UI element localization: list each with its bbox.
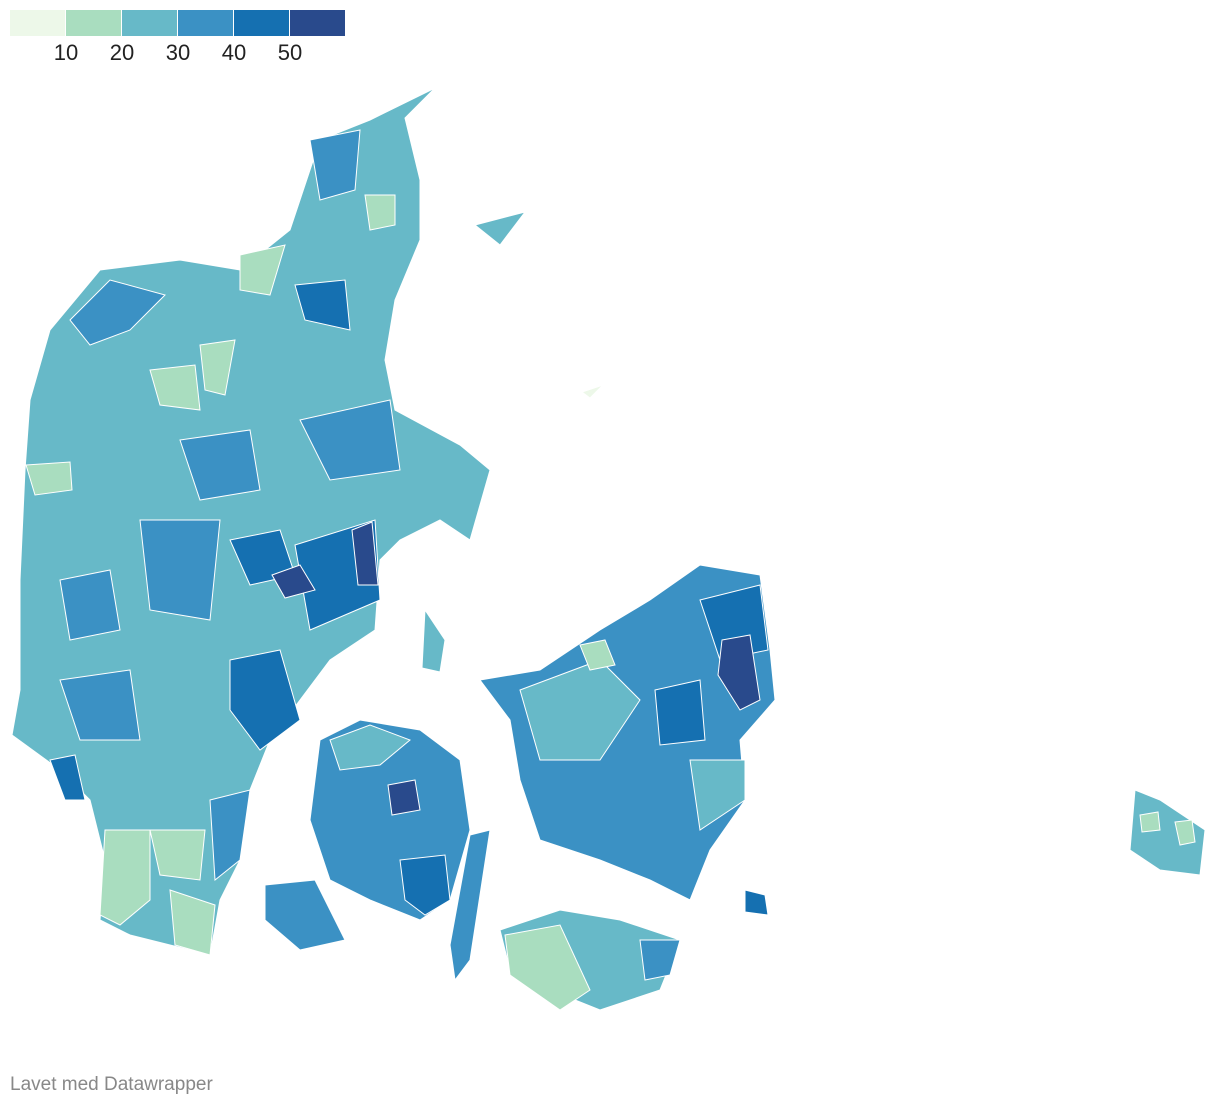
region [139,519,221,621]
region [239,244,286,296]
region [199,339,236,396]
bornholm [1129,789,1206,876]
region [299,399,401,481]
region [654,679,706,746]
anholt [580,384,604,399]
region [329,724,411,771]
region [99,829,151,926]
legend-tick-label: 30 [166,40,190,65]
region [364,194,396,231]
region [689,759,746,831]
region [579,639,616,671]
legend-tick-label: 10 [54,40,78,65]
region [149,829,206,881]
region [1174,819,1196,846]
region [271,564,316,599]
legend-swatch [66,10,121,36]
legend-swatch [234,10,289,36]
region [59,569,121,641]
legend-tick-label: 50 [278,40,302,65]
map-regions [11,87,1206,1011]
region [744,889,769,916]
legend-swatch [122,10,177,36]
region [639,939,681,981]
region [1139,811,1161,833]
legend: 10 20 30 40 50 [10,10,345,65]
legend-swatch [178,10,233,36]
region [69,279,166,346]
region [387,779,421,816]
region [49,754,86,801]
region [351,521,379,586]
region [229,649,301,751]
legend-tick-label: 40 [222,40,246,65]
region [717,634,761,711]
region [504,924,591,1011]
region [309,129,361,201]
region [25,461,73,496]
region [399,854,451,916]
region [519,659,641,761]
region [149,364,201,411]
legend-swatch [290,10,345,36]
legend-swatch [10,10,65,36]
region [179,429,261,501]
region [169,889,216,956]
region [294,279,351,331]
legend-tick-label: 20 [110,40,134,65]
laeso [473,211,527,246]
credit: Lavet med Datawrapper [10,1074,213,1095]
region [449,829,491,982]
region [59,669,141,741]
samso [421,608,446,673]
region [264,879,346,951]
region [209,789,251,881]
